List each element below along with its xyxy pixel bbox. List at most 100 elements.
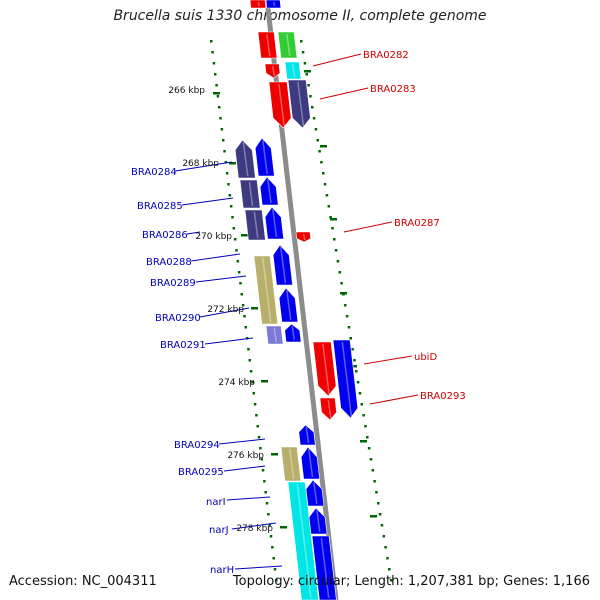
gene-label-narj[interactable]: narJ (209, 525, 229, 536)
guide-dot (221, 139, 225, 142)
gene-feature-arrow[interactable] (332, 339, 359, 419)
guide-dot (356, 381, 360, 384)
gene-feature-arrow[interactable] (277, 31, 298, 59)
guide-dot (251, 381, 254, 384)
gene-label-bra0285[interactable]: BRA0285 (137, 201, 183, 212)
gene-feature-arrow[interactable] (308, 507, 328, 535)
guide-dot (378, 513, 382, 516)
gene-feature-arrow[interactable] (280, 446, 302, 482)
label-leader-line (218, 438, 266, 445)
gene-feature-arrow[interactable] (287, 481, 319, 600)
gene-label-bra0283[interactable]: BRA0283 (370, 84, 416, 95)
guide-dot (217, 106, 221, 109)
gene-label-ubid[interactable]: ubiD (414, 352, 437, 363)
gene-label-bra0293[interactable]: BRA0293 (420, 391, 466, 402)
gene-feature-arrow[interactable] (234, 139, 256, 179)
guide-dot (340, 282, 343, 285)
guide-dot (344, 304, 347, 307)
gene-feature-arrow[interactable] (300, 446, 321, 480)
guide-dot (219, 117, 222, 120)
gene-feature-arrow[interactable] (295, 231, 312, 243)
gene-feature-shine (262, 257, 272, 323)
kbp-label-270: 270 kbp (195, 232, 232, 242)
label-leader-line (343, 221, 393, 233)
gene-feature-arrow[interactable] (264, 63, 281, 79)
guide-dot (249, 370, 253, 373)
gene-feature-arrow[interactable] (298, 424, 316, 446)
guide-dot (325, 194, 329, 197)
gene-feature-arrow[interactable] (264, 206, 285, 240)
guide-dot (265, 502, 269, 505)
gene-feature-arrow[interactable] (265, 325, 284, 345)
gene-feature-arrow[interactable] (284, 61, 302, 80)
gene-label-bra0286[interactable]: BRA0286 (142, 230, 188, 241)
gene-feature-shine (322, 343, 330, 395)
gene-label-narh[interactable]: narH (210, 565, 234, 576)
gene-feature-arrow[interactable] (268, 81, 292, 129)
gene-label-bra0288[interactable]: BRA0288 (146, 257, 192, 268)
gene-label-nari[interactable]: narI (206, 497, 226, 508)
guide-dot (314, 128, 318, 131)
topology-text: Topology: circular; Length: 1,207,381 bp… (232, 574, 590, 589)
guide-dot (347, 326, 351, 329)
gene-feature-arrow[interactable] (278, 287, 299, 323)
guide-dot (355, 370, 358, 373)
gene-feature-arrow[interactable] (265, 0, 282, 9)
kbp-tick-mark (213, 92, 220, 95)
gene-feature-shine (320, 537, 330, 599)
gene-label-bra0284[interactable]: BRA0284 (131, 167, 177, 178)
gene-feature-arrow[interactable] (287, 79, 311, 129)
guide-dot (253, 403, 257, 406)
guide-dot (388, 568, 391, 571)
gene-label-bra0289[interactable]: BRA0289 (150, 278, 196, 289)
guide-dot (261, 469, 265, 472)
guide-dot (367, 447, 371, 450)
guide-dot (212, 62, 216, 65)
guide-dot (316, 139, 320, 142)
gene-feature-arrow[interactable] (253, 255, 279, 325)
gene-feature-arrow[interactable] (272, 244, 293, 286)
gene-label-bra0294[interactable]: BRA0294 (174, 440, 220, 451)
gene-feature-arrow[interactable] (249, 0, 267, 9)
gene-feature-arrow[interactable] (259, 176, 279, 206)
guide-dot (334, 249, 338, 252)
gene-feature-arrow[interactable] (311, 535, 337, 600)
guide-dot (272, 557, 275, 560)
guide-dot (220, 128, 224, 131)
gene-label-bra0287[interactable]: BRA0287 (394, 218, 440, 229)
kbp-tick-mark (330, 218, 337, 221)
gene-label-bra0295[interactable]: BRA0295 (178, 467, 224, 478)
guide-dot (305, 73, 309, 76)
label-leader-line (223, 465, 266, 472)
guide-dot (336, 260, 340, 263)
gene-feature-arrow[interactable] (284, 323, 302, 343)
gene-feature-arrow[interactable] (305, 479, 325, 507)
guide-dot (311, 106, 314, 109)
gene-label-bra0282[interactable]: BRA0282 (363, 50, 409, 61)
guide-dot (268, 524, 271, 527)
gene-feature-arrow[interactable] (254, 137, 275, 177)
guide-dot (371, 469, 375, 472)
guide-dot (256, 425, 259, 428)
gene-feature-shine (316, 509, 321, 533)
guide-dot (329, 216, 332, 219)
gene-feature-arrow[interactable] (312, 341, 337, 397)
guide-dot (327, 205, 331, 208)
guide-dot (247, 348, 250, 351)
gene-feature-arrow[interactable] (239, 179, 261, 209)
guide-dot (366, 436, 369, 439)
label-leader-line (312, 53, 362, 67)
kbp-tick-mark (340, 292, 347, 295)
gene-label-bra0291[interactable]: BRA0291 (160, 340, 206, 351)
gene-feature-arrow[interactable] (257, 31, 278, 59)
label-leader-line (226, 496, 271, 501)
gene-feature-shine (291, 325, 296, 341)
gene-feature-arrow[interactable] (244, 209, 266, 241)
kbp-tick-mark (370, 515, 377, 518)
guide-dot (244, 326, 248, 329)
gene-feature-shine (267, 178, 272, 204)
label-leader-line (363, 355, 413, 365)
gene-feature-arrow[interactable] (319, 397, 337, 421)
gene-feature-shine (266, 33, 271, 57)
gene-label-bra0290[interactable]: BRA0290 (155, 313, 201, 324)
